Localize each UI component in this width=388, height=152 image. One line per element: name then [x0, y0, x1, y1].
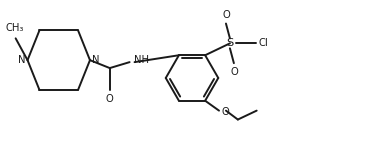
Text: O: O	[106, 94, 114, 104]
Text: NH: NH	[133, 55, 149, 65]
Text: N: N	[18, 55, 26, 65]
Text: O: O	[221, 107, 229, 117]
Text: CH₃: CH₃	[5, 23, 24, 33]
Text: O: O	[222, 10, 230, 20]
Text: Cl: Cl	[259, 38, 268, 48]
Text: O: O	[230, 67, 238, 77]
Text: N: N	[92, 55, 99, 65]
Text: S: S	[226, 38, 234, 48]
